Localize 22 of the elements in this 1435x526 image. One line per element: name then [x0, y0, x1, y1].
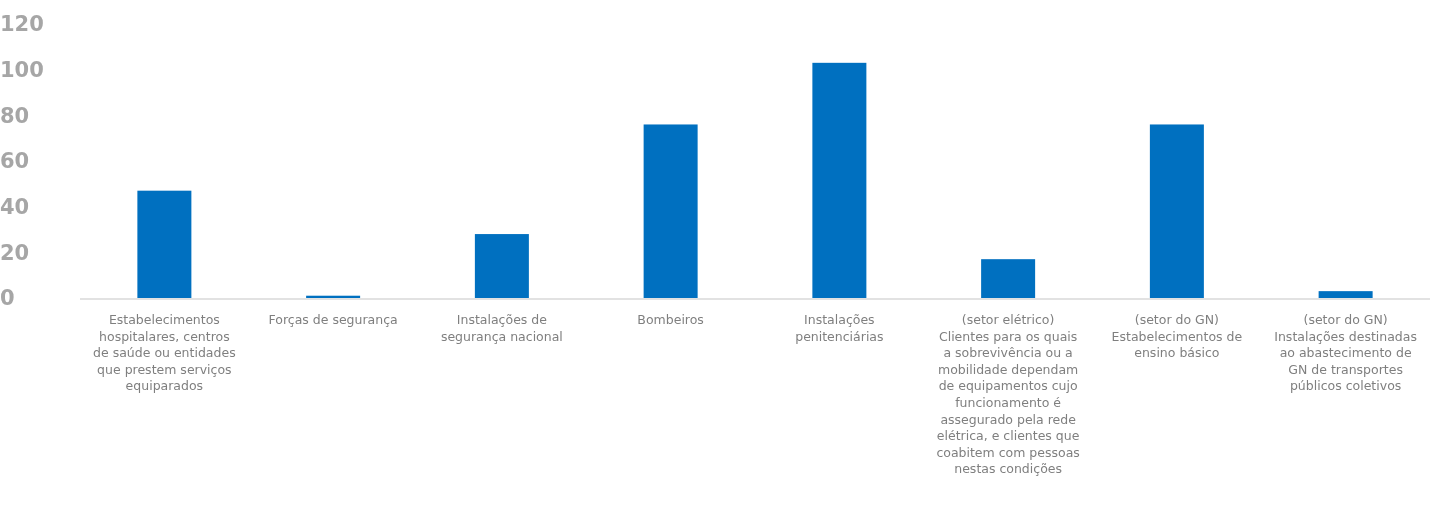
y-tick-label: 80 [0, 103, 30, 128]
y-tick-label: 60 [0, 149, 30, 174]
bar [981, 259, 1036, 298]
y-tick-label: 40 [0, 194, 30, 219]
y-tick-label: 100 [0, 57, 44, 82]
bar [812, 62, 867, 298]
bar [1149, 124, 1204, 298]
bar [1318, 291, 1373, 298]
x-tick-label: (setor do GN) Estabelecimentos de ensino básico [1111, 312, 1243, 361]
y-tick-label: 0 [0, 286, 15, 311]
x-tick-label: Bombeiros [637, 312, 704, 327]
x-tick-label: Instalações penitenciárias [795, 312, 884, 344]
x-tick-label: (setor do GN) Instalações destinadas ao abastecimento de GN de transportes públicos coletivos [1274, 312, 1417, 394]
bar [474, 234, 529, 298]
x-tick-label: Forças de segurança [268, 312, 398, 327]
y-tick-label: 120 [0, 12, 44, 37]
bar [137, 190, 192, 298]
x-tick-label: Instalações de segurança nacional [440, 312, 563, 344]
y-tick-label: 20 [0, 240, 30, 265]
bar [643, 124, 698, 298]
x-tick-label: Estabelecimentos hospitalares, centros de saúde ou entidades que prestem serviços equiparados [93, 312, 236, 394]
category-label: (setor elétrico) Clientes para os quais a sobrevivência ou a mobilidade dependam de equipamentos cujo funcionamento é assegurado pela rede elétrica, e clientes que coabitem com pessoas nestas condições [936, 312, 1080, 477]
